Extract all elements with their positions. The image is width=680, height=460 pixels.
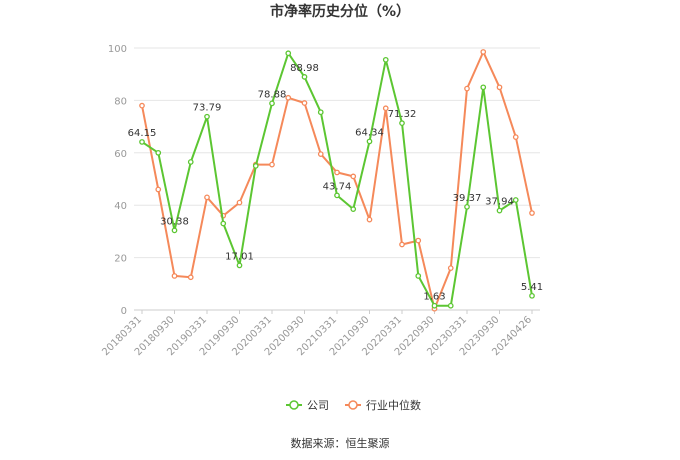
data-point-0: [512, 197, 519, 203]
data-point-0: [399, 120, 405, 126]
data-label: 5.41: [521, 282, 543, 293]
data-point-0: [382, 56, 389, 63]
y-tick-label: 40: [114, 201, 127, 212]
data-point-0: [301, 74, 308, 80]
data-label: 17.01: [225, 251, 254, 262]
y-tick-label: 0: [121, 306, 127, 317]
data-point-0: [139, 139, 145, 145]
data-point-1: [480, 49, 487, 55]
data-point-1: [350, 173, 357, 180]
data-point-0: [285, 50, 292, 57]
legend-label: 行业中位数: [366, 398, 421, 412]
chart-title: 市净率历史分位（%）: [270, 3, 410, 20]
data-point-0: [350, 206, 357, 212]
data-point-0: [366, 138, 373, 145]
data-point-1: [529, 210, 535, 216]
data-label: 71.32: [388, 109, 417, 120]
data-point-0: [334, 192, 340, 199]
data-label: 1.63: [423, 292, 445, 303]
grid-lines: [134, 47, 540, 311]
data-point-0: [317, 109, 324, 116]
data-point-0: [415, 273, 422, 279]
series-layer: [139, 49, 535, 312]
data-label: 78.88: [258, 89, 287, 100]
y-tick-label: 100: [108, 44, 127, 55]
data-point-1: [464, 85, 470, 92]
y-tick-label: 20: [114, 254, 127, 265]
data-point-1: [301, 100, 308, 106]
data-point-1: [139, 102, 145, 109]
data-label: 39.37: [453, 193, 482, 204]
data-point-0: [187, 159, 194, 165]
data-point-0: [496, 207, 503, 214]
legend: 公司 行业中位数: [286, 398, 421, 412]
data-point-0: [447, 302, 454, 309]
data-point-1: [447, 265, 454, 271]
data-label: 64.34: [355, 127, 384, 138]
data-source-text: 数据来源：恒生聚源: [291, 436, 390, 450]
data-point-1: [382, 105, 389, 112]
series-line-0: [141, 52, 533, 307]
data-point-1: [399, 241, 405, 248]
data-point-1: [415, 237, 422, 244]
data-point-0: [236, 262, 243, 269]
data-point-1: [317, 151, 324, 157]
data-label: 64.15: [128, 128, 157, 139]
data-label: 37.94: [485, 197, 514, 208]
data-labels: 64.15 30.38 73.79 17.01 78.88 88.98 43.74 64.34…: [128, 63, 543, 303]
y-tick-label: 80: [114, 96, 127, 107]
data-point-1: [204, 194, 210, 201]
data-point-0: [204, 113, 210, 120]
data-point-1: [171, 273, 178, 279]
legend-swatch-marker: [289, 400, 299, 410]
data-label: 30.38: [160, 216, 189, 227]
y-tick-label: 60: [114, 149, 127, 160]
data-label: 73.79: [193, 103, 222, 114]
data-point-1: [366, 216, 373, 223]
data-point-1: [334, 169, 340, 176]
data-point-1: [187, 274, 194, 281]
data-point-0: [171, 227, 178, 234]
data-point-1: [512, 134, 519, 140]
data-point-0: [155, 149, 162, 156]
data-point-0: [480, 84, 487, 91]
data-label: 43.74: [323, 181, 352, 192]
series-line-1: [141, 50, 533, 310]
data-point-0: [269, 100, 275, 107]
data-point-0: [252, 163, 259, 169]
data-point-0: [464, 204, 470, 210]
data-label: 88.98: [290, 63, 319, 74]
data-point-0: [220, 220, 227, 227]
data-point-0: [431, 302, 438, 309]
data-point-1: [236, 199, 243, 206]
legend-swatch-marker: [348, 400, 358, 410]
data-point-1: [155, 186, 162, 193]
data-point-1: [496, 84, 503, 91]
data-point-0: [529, 292, 535, 299]
data-point-1: [269, 161, 275, 168]
legend-label: 公司: [307, 399, 329, 412]
data-point-1: [285, 94, 292, 101]
